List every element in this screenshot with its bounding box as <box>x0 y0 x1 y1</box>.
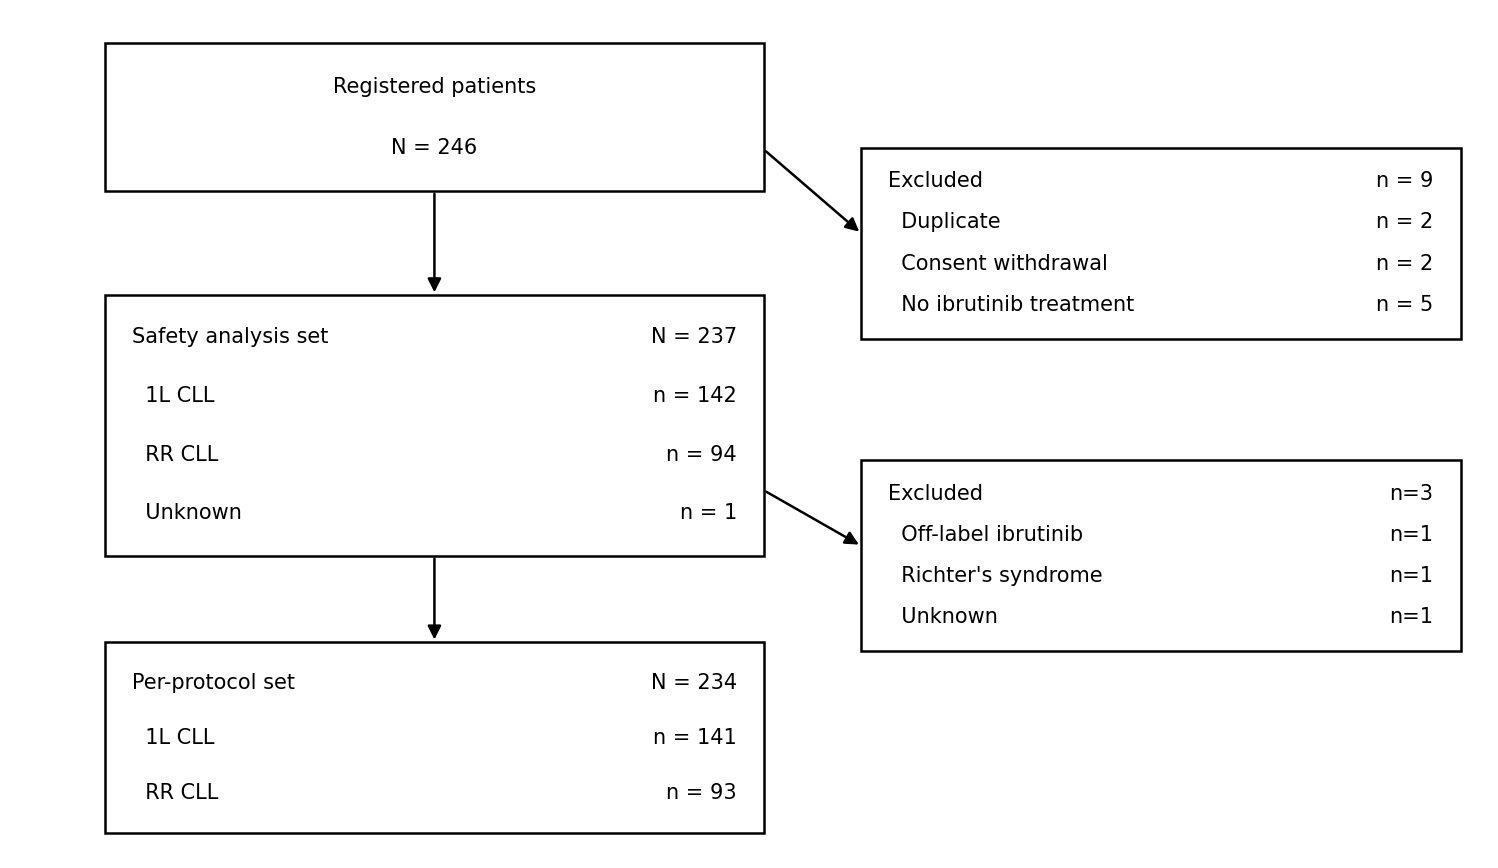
Text: n=3: n=3 <box>1390 483 1434 503</box>
Bar <box>105 295 764 556</box>
Text: n = 2: n = 2 <box>1377 213 1434 233</box>
Text: No ibrutinib treatment: No ibrutinib treatment <box>888 295 1134 315</box>
Text: Consent withdrawal: Consent withdrawal <box>888 253 1109 273</box>
Bar <box>105 642 764 833</box>
Text: n = 9: n = 9 <box>1377 171 1434 191</box>
Text: n=1: n=1 <box>1390 608 1434 628</box>
Text: n=1: n=1 <box>1390 525 1434 545</box>
Text: n=1: n=1 <box>1390 566 1434 586</box>
Text: Off-label ibrutinib: Off-label ibrutinib <box>888 525 1083 545</box>
Text: Richter's syndrome: Richter's syndrome <box>888 566 1103 586</box>
Text: n = 93: n = 93 <box>667 783 737 803</box>
Text: n = 142: n = 142 <box>653 386 737 406</box>
Text: 1L CLL: 1L CLL <box>132 386 214 406</box>
Bar <box>861 148 1461 339</box>
Text: N = 237: N = 237 <box>652 327 737 347</box>
Text: Excluded: Excluded <box>888 171 983 191</box>
Text: Duplicate: Duplicate <box>888 213 1001 233</box>
Text: Unknown: Unknown <box>132 503 241 523</box>
Text: n = 1: n = 1 <box>680 503 737 523</box>
Text: Registered patients: Registered patients <box>333 76 536 97</box>
Text: n = 94: n = 94 <box>667 444 737 464</box>
Text: n = 2: n = 2 <box>1377 253 1434 273</box>
Text: 1L CLL: 1L CLL <box>132 727 214 748</box>
Bar <box>105 43 764 191</box>
Text: N = 234: N = 234 <box>652 673 737 693</box>
Text: Per-protocol set: Per-protocol set <box>132 673 295 693</box>
Bar <box>861 460 1461 651</box>
Text: Unknown: Unknown <box>888 608 998 628</box>
Text: RR CLL: RR CLL <box>132 783 219 803</box>
Text: N = 246: N = 246 <box>391 137 478 158</box>
Text: n = 5: n = 5 <box>1377 295 1434 315</box>
Text: n = 141: n = 141 <box>653 727 737 748</box>
Text: RR CLL: RR CLL <box>132 444 219 464</box>
Text: Safety analysis set: Safety analysis set <box>132 327 328 347</box>
Text: Excluded: Excluded <box>888 483 983 503</box>
